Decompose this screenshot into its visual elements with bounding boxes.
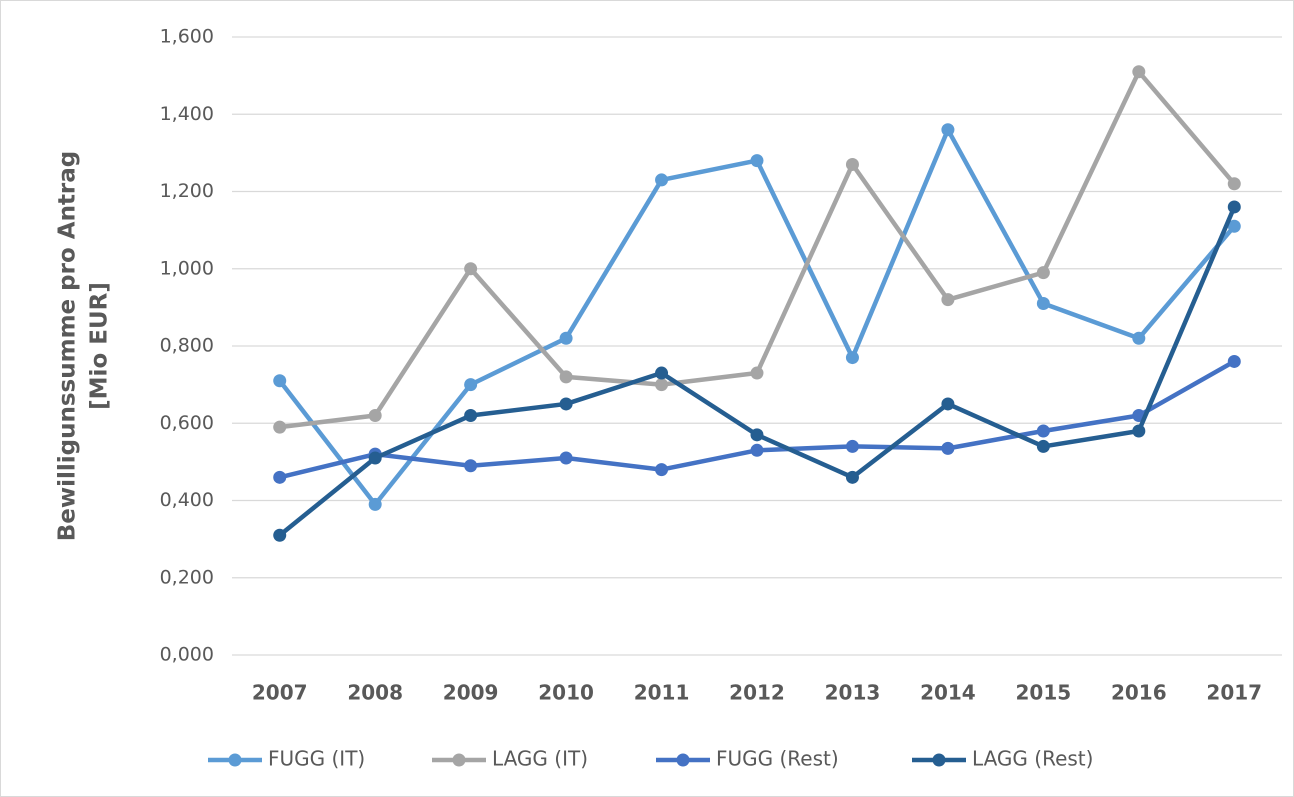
y-tick-label: 1,200 (160, 180, 214, 202)
y-tick-label: 1,000 (160, 257, 214, 279)
legend-label: LAGG (Rest) (972, 747, 1093, 771)
data-point (750, 154, 764, 168)
y-tick-label: 0,400 (160, 489, 214, 511)
data-point (941, 441, 955, 455)
data-point (1132, 424, 1146, 438)
data-point (559, 397, 573, 411)
y-axis-title: Bewilligunssumme pro Antrag [Mio EUR] (55, 151, 113, 542)
data-point (273, 470, 287, 484)
x-tick-label: 2017 (1206, 681, 1262, 705)
data-point (655, 173, 669, 187)
data-point (1227, 200, 1241, 214)
data-point (1036, 266, 1050, 280)
y-tick-label: 1,400 (160, 103, 214, 125)
data-point (750, 366, 764, 380)
legend-marker (452, 753, 466, 767)
y-tick-label: 0,000 (160, 644, 214, 666)
data-point (1227, 177, 1241, 191)
data-point (845, 157, 859, 171)
data-point (1036, 297, 1050, 311)
data-point (273, 528, 287, 542)
data-point (559, 370, 573, 384)
data-point (464, 378, 478, 392)
data-point (845, 470, 859, 484)
x-tick-label: 2014 (920, 681, 976, 705)
data-point (1036, 424, 1050, 438)
y-tick-label: 0,200 (160, 566, 214, 588)
data-point (273, 374, 287, 388)
data-point (655, 366, 669, 380)
y-tick-label: 1,600 (160, 26, 214, 48)
y-tick-label: 0,800 (160, 335, 214, 357)
x-tick-label: 2013 (825, 681, 881, 705)
data-point (1132, 331, 1146, 345)
legend-item: LAGG (IT) (432, 747, 588, 771)
x-tick-label: 2007 (252, 681, 308, 705)
x-tick-label: 2010 (538, 681, 594, 705)
legend-label: LAGG (IT) (492, 747, 588, 771)
data-point (1132, 65, 1146, 79)
data-point (559, 451, 573, 465)
legend-label: FUGG (Rest) (716, 747, 839, 771)
data-point (273, 420, 287, 434)
data-point (941, 397, 955, 411)
data-point (559, 331, 573, 345)
data-point (750, 428, 764, 442)
x-tick-label: 2016 (1111, 681, 1167, 705)
x-tick-label: 2012 (729, 681, 785, 705)
data-point (750, 443, 764, 457)
legend-item: FUGG (IT) (208, 747, 365, 771)
x-tick-label: 2009 (443, 681, 499, 705)
legend-item: LAGG (Rest) (912, 747, 1093, 771)
data-point (845, 439, 859, 453)
data-point (368, 497, 382, 511)
data-point (1036, 439, 1050, 453)
legend-label: FUGG (IT) (268, 747, 365, 771)
data-point (464, 409, 478, 423)
data-point (1227, 219, 1241, 233)
legend-item: FUGG (Rest) (656, 747, 839, 771)
data-point (655, 463, 669, 477)
x-tick-label: 2011 (634, 681, 690, 705)
data-point (655, 378, 669, 392)
legend-marker (228, 753, 242, 767)
data-point (941, 293, 955, 307)
data-point (464, 459, 478, 473)
data-point (368, 409, 382, 423)
x-tick-label: 2008 (347, 681, 403, 705)
data-point (845, 351, 859, 365)
x-tick-label: 2015 (1016, 681, 1072, 705)
legend-marker (932, 753, 946, 767)
y-axis-title-line: [Mio EUR] (87, 282, 113, 410)
legend-marker (676, 753, 690, 767)
data-point (1227, 354, 1241, 368)
data-point (464, 262, 478, 276)
y-axis-title-line: Bewilligunssumme pro Antrag (55, 151, 81, 542)
y-tick-label: 0,600 (160, 412, 214, 434)
data-point (368, 451, 382, 465)
data-point (941, 123, 955, 137)
